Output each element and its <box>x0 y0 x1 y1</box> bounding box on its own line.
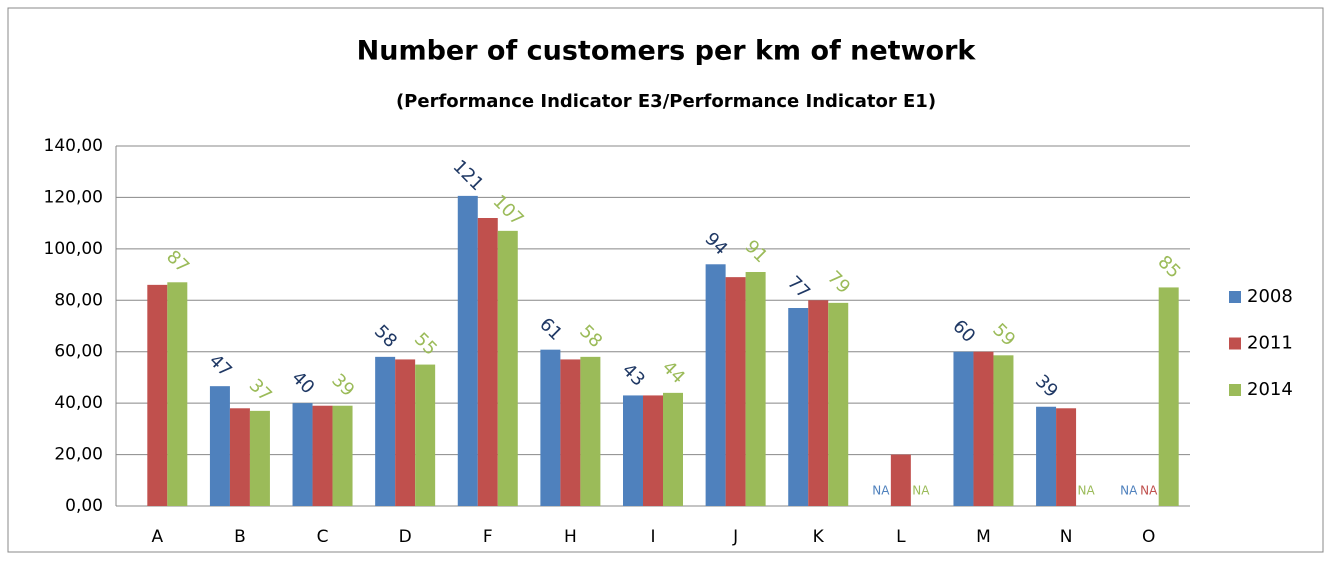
bar <box>725 277 746 506</box>
bar <box>890 454 911 506</box>
y-tick-label: 140,00 <box>44 136 103 156</box>
x-tick-label: C <box>317 527 329 547</box>
na-label: NA <box>1140 484 1158 498</box>
legend-swatch <box>1229 291 1241 303</box>
bar <box>249 410 270 506</box>
bar <box>497 230 518 506</box>
legend-label: 2011 <box>1247 333 1293 354</box>
bar <box>292 403 313 506</box>
x-tick-label: H <box>564 527 577 547</box>
bar <box>332 405 353 506</box>
x-tick-label: M <box>976 527 991 547</box>
x-tick-label: L <box>896 527 906 547</box>
chart-subtitle: (Performance Indicator E3/Performance In… <box>396 91 936 112</box>
x-tick-label: I <box>650 527 655 547</box>
na-label: NA <box>912 484 930 498</box>
bar <box>705 264 726 506</box>
bar <box>312 405 333 506</box>
bar <box>953 351 974 506</box>
bar <box>147 284 168 506</box>
bar <box>828 302 849 506</box>
na-label: NA <box>872 484 890 498</box>
x-tick-label: K <box>813 527 825 547</box>
bar <box>808 300 829 506</box>
x-tick-label: J <box>732 527 738 547</box>
legend-swatch <box>1229 337 1241 350</box>
bar <box>623 395 643 506</box>
chart-title: Number of customers per km of network <box>357 36 977 67</box>
bar <box>415 364 436 506</box>
x-tick-label: F <box>483 527 493 547</box>
x-tick-label: O <box>1142 527 1155 547</box>
y-tick-label: 100,00 <box>44 239 103 259</box>
y-tick-label: 40,00 <box>54 393 103 413</box>
bar <box>788 308 809 506</box>
bar <box>167 282 188 506</box>
y-tick-label: 120,00 <box>44 187 103 207</box>
bar <box>560 359 581 506</box>
bar <box>477 218 498 506</box>
y-tick-label: 80,00 <box>54 290 103 310</box>
bar <box>209 386 230 506</box>
legend-swatch <box>1229 384 1241 396</box>
x-tick-label: A <box>151 527 163 547</box>
bar <box>1056 408 1077 506</box>
y-tick-label: 60,00 <box>54 342 103 362</box>
bar <box>643 395 663 506</box>
bar <box>663 392 683 506</box>
na-label: NA <box>1077 484 1095 498</box>
x-tick-label: N <box>1060 527 1073 547</box>
legend-label: 2014 <box>1247 379 1293 400</box>
na-label: NA <box>1120 484 1138 498</box>
bar <box>457 195 478 506</box>
y-tick-label: 20,00 <box>54 445 103 465</box>
x-tick-label: D <box>399 527 412 547</box>
bar <box>540 349 561 506</box>
bar <box>1158 287 1179 506</box>
x-tick-label: B <box>234 527 246 547</box>
bar <box>973 351 994 506</box>
bar <box>1036 406 1057 506</box>
bar <box>745 272 766 506</box>
legend-label: 2008 <box>1247 286 1293 307</box>
bar <box>993 355 1014 506</box>
bar <box>580 356 601 506</box>
bar <box>395 359 416 506</box>
bar <box>229 408 250 506</box>
bar <box>375 356 396 506</box>
y-tick-label: 0,00 <box>65 496 103 516</box>
